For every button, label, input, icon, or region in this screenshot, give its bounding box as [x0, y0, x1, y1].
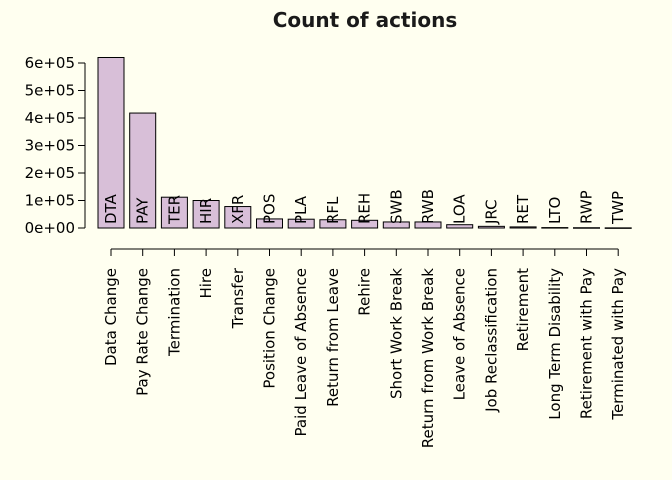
bar — [382, 221, 410, 229]
bar — [129, 112, 157, 229]
bar — [192, 200, 220, 229]
bar-code-label: REH — [356, 193, 374, 224]
bar-code-label: POS — [261, 194, 279, 224]
y-tick-label: 0e+00 — [25, 219, 75, 237]
bar-code-label: RFL — [324, 196, 342, 224]
x-tick-label: Data Change — [102, 268, 120, 366]
bar-code-label: XFR — [229, 195, 247, 224]
bar — [414, 221, 442, 229]
x-tick-label: Retirement with Pay — [578, 268, 596, 419]
x-tick-label: Retirement — [514, 268, 532, 351]
bar — [477, 225, 505, 229]
x-tick-label: Termination — [165, 268, 183, 357]
chart-title: Count of actions — [273, 8, 457, 32]
bar — [256, 218, 283, 229]
y-tick-label: 5e+05 — [25, 82, 75, 100]
y-tick-label: 1e+05 — [25, 192, 75, 210]
bar-code-labels: DTA PAY TER HIR XFR POS PLA RFL REH SWB RWB LOA JRC R… — [102, 189, 627, 225]
x-tick-label: Short Work Break — [387, 268, 405, 399]
bar-code-label: DTA — [102, 193, 120, 224]
bar — [541, 227, 569, 229]
x-tick-label: Job Reclassification — [482, 268, 500, 413]
bar-code-label: LOA — [451, 194, 469, 224]
bar — [224, 206, 252, 229]
bar — [97, 57, 125, 229]
bar-code-label: TWP — [609, 191, 627, 225]
x-axis: Data Change Pay Rate Change Termination Hir… — [102, 248, 627, 449]
x-tick-label: Leave of Absence — [451, 268, 469, 400]
bar-code-label: PAY — [134, 197, 152, 224]
x-tick-label: Pay Rate Change — [134, 268, 152, 396]
bar-code-label: RET — [514, 194, 532, 224]
bar — [604, 227, 632, 229]
bar — [319, 219, 347, 229]
bar — [509, 226, 537, 229]
bar-code-label: TER — [165, 195, 183, 225]
bar — [446, 224, 474, 229]
x-tick-label: Terminated with Pay — [609, 268, 627, 421]
bar-code-label: PLA — [292, 195, 310, 224]
x-tick-label: Return from Work Break — [419, 268, 437, 449]
y-tick-label: 3e+05 — [25, 137, 75, 155]
y-tick-label: 4e+05 — [25, 109, 75, 127]
x-tick-label: Paid Leave of Absence — [292, 268, 310, 436]
bar — [160, 196, 188, 229]
bar — [573, 227, 600, 229]
bar-code-label: JRC — [482, 199, 500, 225]
y-axis: 0e+00 1e+05 2e+05 3e+05 4e+05 5e+05 6e+05 — [25, 54, 86, 237]
x-tick-label: Rehire — [356, 268, 374, 316]
x-tick-label: Return from Leave — [324, 268, 342, 407]
x-tick-label: Transfer — [229, 267, 247, 329]
y-tick-label: 2e+05 — [25, 164, 75, 182]
x-tick-label: Hire — [197, 268, 215, 299]
bar-code-label: HIR — [197, 198, 215, 224]
x-tick-label: Long Term Disability — [546, 268, 564, 420]
y-tick-label: 6e+05 — [25, 54, 75, 72]
bar-code-label: SWB — [387, 189, 405, 224]
bar-code-label: RWB — [419, 189, 437, 224]
bar-code-label: LTO — [546, 197, 564, 224]
x-tick-label: Position Change — [261, 268, 279, 389]
bars — [97, 57, 632, 229]
bar — [351, 219, 379, 229]
bar — [287, 218, 315, 229]
bar-code-label: RWP — [578, 190, 596, 224]
